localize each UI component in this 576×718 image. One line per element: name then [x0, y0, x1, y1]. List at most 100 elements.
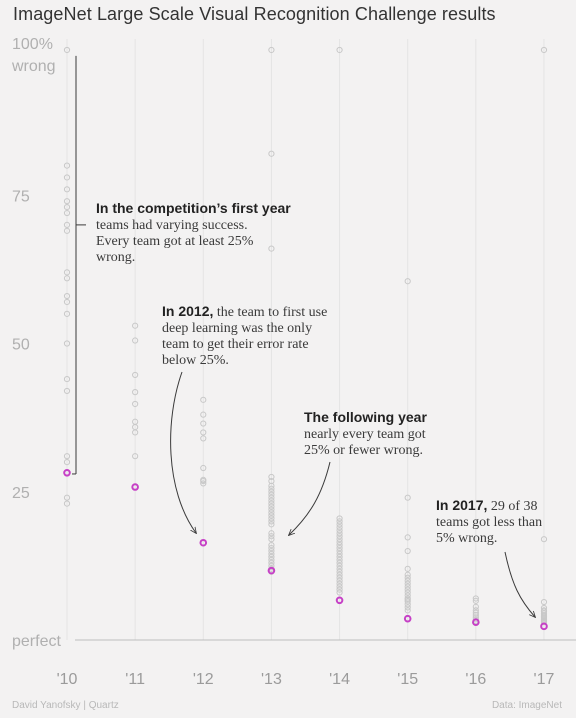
annotation-2012: In 2012, the team to first use deep lear… — [162, 303, 362, 369]
annotation-line: team to get their error rate — [162, 337, 309, 352]
x-tick-label: '10 — [57, 671, 78, 688]
team-point — [336, 544, 343, 552]
team-point — [63, 204, 71, 211]
team-point — [268, 473, 275, 481]
team-point — [336, 583, 343, 590]
team-point — [200, 420, 207, 427]
team-point — [404, 278, 411, 285]
annotation-line: 29 of 38 — [487, 499, 538, 514]
annotation-line: nearly every team got — [304, 427, 426, 442]
best-team-point — [335, 596, 344, 605]
team-point — [472, 603, 479, 610]
team-point — [472, 597, 479, 604]
y-tick-label: 100% — [12, 36, 53, 53]
team-point — [63, 387, 71, 395]
chart-title: ImageNet Large Scale Visual Recognition … — [13, 4, 496, 24]
team-point — [404, 598, 411, 605]
team-point — [404, 607, 411, 614]
team-point — [268, 512, 275, 519]
team-point — [63, 340, 71, 347]
team-point — [336, 46, 343, 54]
team-point — [63, 227, 71, 234]
team-point — [200, 464, 207, 472]
team-point — [336, 533, 343, 540]
team-point — [268, 515, 275, 522]
team-point — [268, 530, 275, 537]
team-point — [63, 375, 71, 383]
team-point — [336, 586, 343, 593]
team-point — [404, 589, 411, 596]
team-point — [63, 275, 71, 282]
team-point — [200, 411, 207, 418]
team-point — [63, 459, 71, 466]
team-point — [268, 245, 275, 252]
annotation-2013: The following year nearly every team got… — [304, 409, 474, 459]
team-point — [336, 568, 343, 575]
team-point — [336, 580, 343, 587]
best-team-point — [131, 483, 139, 491]
team-point — [336, 562, 343, 569]
team-point — [404, 586, 411, 593]
team-point — [63, 453, 71, 460]
team-point — [336, 577, 343, 584]
team-point — [63, 198, 71, 205]
annotation-arrow — [289, 461, 331, 535]
team-point — [200, 435, 207, 442]
team-point — [336, 589, 343, 596]
team-point — [336, 574, 343, 581]
annotation-line: teams had varying success. — [96, 218, 248, 233]
team-point — [132, 400, 139, 408]
team-point — [268, 547, 275, 555]
x-axis-ticks: '10 '11 '12 '13 '14 '15 '16 '17 — [57, 671, 555, 688]
x-tick-label: '13 — [261, 671, 282, 688]
team-point — [336, 539, 343, 546]
team-point — [132, 322, 139, 329]
team-point — [268, 482, 275, 489]
team-point — [268, 506, 275, 513]
team-point — [404, 534, 411, 541]
team-point — [63, 46, 71, 54]
team-point — [63, 269, 71, 276]
annotation-line: wrong. — [96, 250, 136, 265]
team-point — [268, 556, 275, 564]
annotation-lead: The following year — [304, 409, 427, 425]
team-point — [200, 477, 207, 485]
team-point — [268, 553, 275, 561]
y-tick-label: wrong — [11, 58, 56, 75]
team-point — [268, 550, 275, 558]
team-point — [268, 491, 275, 498]
best-team-point — [472, 618, 480, 627]
team-point — [472, 595, 479, 602]
y-axis-ticks: 100% wrong 75 50 25 perfect — [11, 36, 61, 650]
team-point — [336, 559, 343, 567]
team-point — [200, 396, 207, 403]
annotation-line: below 25%. — [162, 353, 229, 368]
best-team-point — [267, 566, 276, 575]
team-point — [404, 601, 411, 608]
team-point — [63, 292, 71, 300]
annotation-line: the team to first use — [213, 305, 328, 320]
team-point — [268, 485, 275, 492]
team-point — [132, 429, 139, 436]
best-team-point — [63, 468, 71, 477]
team-point — [404, 574, 411, 581]
best-team-points — [63, 468, 548, 631]
team-point — [268, 500, 275, 507]
annotation-line: teams got less than — [436, 515, 543, 530]
best-team-point — [540, 622, 548, 631]
team-point — [336, 542, 343, 549]
y-tick-label: perfect — [12, 633, 61, 650]
team-point — [268, 536, 275, 543]
annotation-first-year: In the competition’s first year teams ha… — [96, 200, 296, 266]
team-point — [268, 494, 275, 501]
team-point — [268, 509, 275, 516]
team-point — [336, 524, 343, 531]
team-point — [268, 518, 275, 525]
team-point — [268, 542, 275, 549]
team-point — [336, 515, 343, 522]
annotation-line: 25% or fewer wrong. — [304, 443, 423, 458]
team-point — [540, 619, 548, 626]
x-tick-label: '17 — [534, 671, 555, 688]
